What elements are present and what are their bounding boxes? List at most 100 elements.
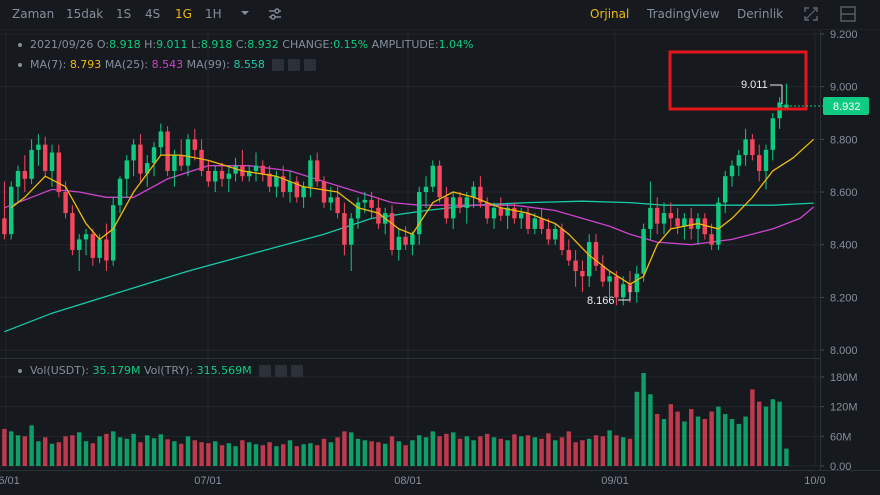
volume-bar xyxy=(634,391,639,466)
candle-body xyxy=(226,173,231,179)
candle-body xyxy=(478,186,483,203)
ma25-value: 8.543 xyxy=(151,58,184,71)
volume-bar xyxy=(770,399,775,466)
candle-body xyxy=(580,271,585,277)
close-toggle-icon[interactable] xyxy=(291,365,304,377)
interval-1d[interactable]: 1G xyxy=(175,7,192,21)
volume-bar xyxy=(9,431,14,466)
price-tick-label: 8.800 xyxy=(830,134,858,146)
volume-bar xyxy=(539,438,544,466)
candle-body xyxy=(682,218,687,227)
candle-body xyxy=(485,202,490,219)
layout-grid-icon[interactable] xyxy=(838,4,858,24)
candle-body xyxy=(546,228,551,240)
close-toggle-icon[interactable] xyxy=(304,59,317,71)
interval-time[interactable]: Zaman xyxy=(12,7,55,21)
settings-toggle-icon[interactable] xyxy=(275,365,288,377)
candle-body xyxy=(729,165,735,177)
volume-bar xyxy=(301,444,306,466)
view-depth[interactable]: Derinlik xyxy=(737,7,784,21)
view-tradingview[interactable]: TradingView xyxy=(647,7,720,21)
settings-toggle-icon[interactable] xyxy=(288,59,301,71)
view-original[interactable]: Orjinal xyxy=(590,7,630,21)
volume-bar xyxy=(267,442,272,466)
volume-bar xyxy=(56,442,61,466)
candle-body xyxy=(185,139,191,166)
change-value: 0.15% xyxy=(333,38,369,51)
candle-body xyxy=(206,170,211,182)
volume-bar xyxy=(145,435,150,466)
candle-body xyxy=(457,197,463,208)
candle-body xyxy=(199,149,204,171)
candle-body xyxy=(83,234,89,240)
volume-bar xyxy=(90,443,95,466)
expand-icon[interactable] xyxy=(802,5,820,23)
interval-15m[interactable]: 15dak xyxy=(66,7,104,21)
volume-bar xyxy=(2,428,7,466)
volume-bar xyxy=(240,440,245,466)
volume-bar xyxy=(695,416,701,466)
volume-bar xyxy=(444,433,449,466)
volume-bar xyxy=(648,394,653,466)
candle-body xyxy=(124,160,129,179)
candle-body xyxy=(172,155,177,171)
ohlc-legend: 2021/09/26 O:8.918 H:9.011 L:8.918 C:8.9… xyxy=(0,38,474,51)
volume-bar xyxy=(641,372,646,466)
candle-body xyxy=(131,144,136,161)
high-marker-label: 9.011 xyxy=(741,79,768,91)
price-tick-label: 8.200 xyxy=(830,292,858,304)
candle-body xyxy=(192,139,197,150)
candle-body xyxy=(376,207,381,224)
time-tick-label: 07/01 xyxy=(194,475,222,487)
volume-bar xyxy=(525,435,531,466)
candle-body xyxy=(151,147,157,164)
volume-bar xyxy=(729,419,735,466)
chevron-down-icon[interactable] xyxy=(238,6,252,20)
candle-body xyxy=(716,202,721,245)
legend-date: 2021/09/26 xyxy=(30,38,94,51)
volume-bar xyxy=(403,445,408,466)
interval-4h[interactable]: 4S xyxy=(145,7,161,21)
close-label: C: xyxy=(235,38,248,51)
ma99-label: MA(99): xyxy=(186,58,230,71)
volume-bar xyxy=(328,442,333,466)
candle-body xyxy=(512,207,517,219)
candle-body xyxy=(593,242,599,266)
candle-body xyxy=(410,234,415,245)
volume-bar xyxy=(22,436,27,466)
volume-bar xyxy=(689,409,694,466)
volume-bar xyxy=(736,423,741,466)
volume-bar xyxy=(321,438,327,466)
candle-body xyxy=(281,176,286,193)
volume-tick-label: 120M xyxy=(830,402,858,414)
ma25-line xyxy=(4,165,815,246)
legend-dot-icon xyxy=(18,369,22,373)
candle-body xyxy=(723,176,728,203)
candle-body xyxy=(247,170,252,177)
volume-bar xyxy=(559,437,565,466)
interval-1w[interactable]: 1H xyxy=(205,7,222,21)
eye-toggle-icon[interactable] xyxy=(272,59,285,71)
ma99-value: 8.558 xyxy=(233,58,265,71)
interval-1h[interactable]: 1S xyxy=(116,7,132,21)
volume-bar xyxy=(247,442,252,466)
vol-usdt-value: 35.179M xyxy=(92,364,141,377)
candle-body xyxy=(355,202,361,219)
volume-bar xyxy=(573,442,578,466)
candle-body xyxy=(104,239,109,261)
eye-toggle-icon[interactable] xyxy=(259,365,272,377)
volume-bar xyxy=(70,435,75,466)
amplitude-value: 1.04% xyxy=(438,38,474,51)
volume-bar xyxy=(349,432,354,466)
close-value: 8.932 xyxy=(247,38,279,51)
candle-body xyxy=(342,213,347,245)
volume-bar xyxy=(675,411,680,466)
candle-body xyxy=(634,273,639,293)
candle-body xyxy=(661,213,667,224)
ma7-group xyxy=(10,138,815,285)
settings-sliders-icon[interactable] xyxy=(266,5,284,23)
candle-body xyxy=(403,236,408,245)
candle-body xyxy=(648,207,653,229)
price-tick-label: 9.200 xyxy=(830,29,858,41)
